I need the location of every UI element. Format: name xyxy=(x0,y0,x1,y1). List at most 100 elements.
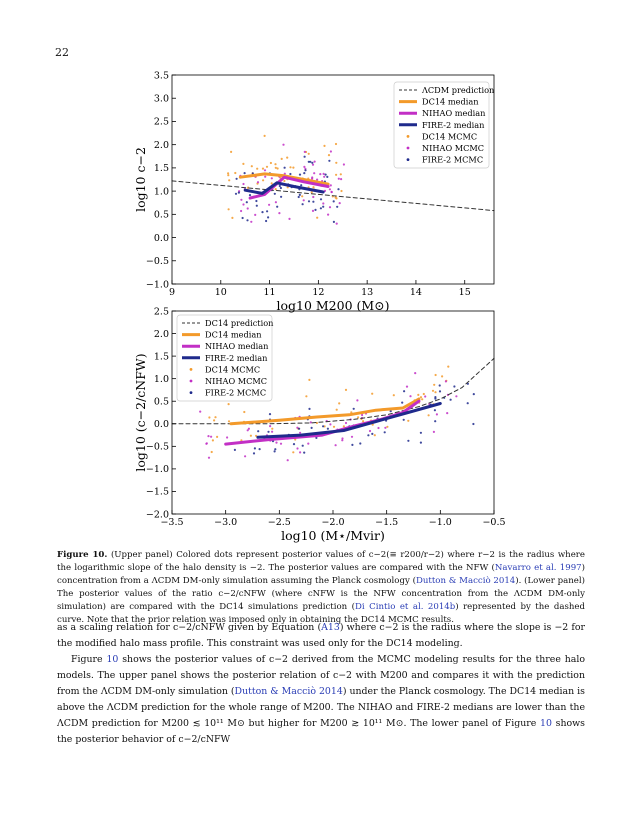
data-point xyxy=(276,167,279,170)
y-tick-label: 1.5 xyxy=(154,351,169,362)
data-point xyxy=(237,191,240,194)
data-point xyxy=(303,172,306,175)
data-point xyxy=(303,150,306,153)
y-tick-label: 2.0 xyxy=(154,140,169,151)
data-point xyxy=(234,192,238,195)
data-point xyxy=(322,205,325,208)
data-point xyxy=(322,202,325,205)
x-tick-label: 9 xyxy=(169,287,175,298)
data-point xyxy=(311,163,315,166)
data-point xyxy=(280,157,283,160)
legend-label: NIHAO median xyxy=(205,341,269,351)
data-point xyxy=(472,422,475,426)
data-point xyxy=(350,435,354,438)
citation-link[interactable]: Navarro et al. 1997 xyxy=(494,563,582,574)
data-point xyxy=(308,407,311,410)
data-point xyxy=(255,204,258,207)
data-point xyxy=(341,439,344,442)
data-point xyxy=(311,161,314,164)
data-point xyxy=(438,390,442,393)
legend-label: DC14 median xyxy=(422,97,479,107)
data-point xyxy=(383,431,386,434)
data-point xyxy=(309,421,312,424)
data-point xyxy=(274,188,277,191)
data-point xyxy=(282,143,285,146)
data-point xyxy=(329,423,332,426)
data-point xyxy=(243,410,246,414)
data-point xyxy=(299,451,302,454)
y-tick-label: 2.5 xyxy=(154,117,169,128)
data-point xyxy=(314,208,317,211)
data-point xyxy=(389,410,392,413)
data-point xyxy=(255,434,258,437)
data-point xyxy=(264,175,267,178)
data-point xyxy=(431,389,435,392)
data-point xyxy=(336,205,339,208)
x-axis-label: log10 M200 (M⊙) xyxy=(276,298,389,313)
page-number: 22 xyxy=(55,46,69,59)
x-tick-label: 12 xyxy=(312,287,324,298)
citation-link[interactable]: Dutton & Macciò 2014 xyxy=(234,686,343,697)
data-point xyxy=(276,205,279,208)
data-point xyxy=(327,213,330,216)
data-point xyxy=(339,173,342,176)
y-tick-label: 1.0 xyxy=(154,186,169,197)
legend-label: FIRE-2 MCMC xyxy=(205,388,266,398)
data-point xyxy=(338,202,341,205)
data-point xyxy=(335,197,338,200)
data-point xyxy=(344,388,348,391)
data-point xyxy=(316,178,319,181)
data-point xyxy=(256,167,259,170)
data-point xyxy=(332,220,335,223)
data-point xyxy=(392,394,395,397)
data-point xyxy=(466,402,469,405)
data-point xyxy=(362,420,365,423)
data-point xyxy=(414,372,417,375)
data-point xyxy=(246,219,249,222)
data-point xyxy=(342,163,345,166)
data-point xyxy=(322,172,325,175)
legend-marker xyxy=(189,379,193,383)
data-point xyxy=(334,142,338,146)
data-point xyxy=(240,198,243,201)
data-point xyxy=(332,200,335,203)
data-point xyxy=(359,442,362,445)
data-point xyxy=(324,173,327,176)
data-point xyxy=(271,427,274,430)
equation-link[interactable]: A13 xyxy=(321,622,340,633)
data-point xyxy=(307,442,310,445)
data-point xyxy=(261,211,264,214)
data-point xyxy=(449,398,452,401)
data-point xyxy=(242,182,245,186)
data-point xyxy=(315,436,318,439)
data-point xyxy=(384,426,387,429)
legend-label: NIHAO median xyxy=(422,108,486,118)
citation-link[interactable]: Di Cintio et al. 2014b xyxy=(355,602,456,613)
data-point xyxy=(292,443,296,446)
legend-label: ΛCDM prediction xyxy=(421,85,495,95)
data-point xyxy=(326,427,329,430)
paragraph-text: shows the posterior values of c−2 derive… xyxy=(57,654,585,697)
data-point xyxy=(316,216,319,219)
legend-label: DC14 MCMC xyxy=(205,364,260,374)
x-tick-label: −0.5 xyxy=(482,517,505,528)
series-line xyxy=(248,175,330,200)
data-point xyxy=(286,459,289,462)
data-point xyxy=(250,220,253,223)
data-point xyxy=(307,152,310,155)
data-point xyxy=(274,166,277,169)
scatter-points xyxy=(227,134,345,225)
legend-label: NIHAO MCMC xyxy=(205,376,267,386)
data-point xyxy=(323,175,326,178)
data-point xyxy=(304,169,307,172)
citation-link[interactable]: Dutton & Macciò 2014 xyxy=(415,576,516,587)
data-point xyxy=(373,434,376,437)
paragraph: Figure 10 shows the posterior values of … xyxy=(57,652,585,748)
caption-text-2: ) concentration from a ΛCDM DM-only simu… xyxy=(57,563,585,587)
data-point xyxy=(207,435,210,438)
data-point xyxy=(267,216,270,219)
figure-link[interactable]: 10 xyxy=(106,654,119,665)
series-line xyxy=(243,181,325,195)
figure-link[interactable]: 10 xyxy=(540,718,552,729)
data-point xyxy=(433,409,436,412)
